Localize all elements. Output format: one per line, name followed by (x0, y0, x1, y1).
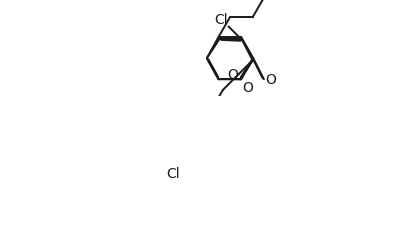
Text: Cl: Cl (166, 166, 179, 180)
Text: O: O (265, 73, 276, 87)
Text: O: O (242, 81, 253, 95)
Text: O: O (228, 67, 239, 81)
Text: Cl: Cl (214, 13, 228, 27)
